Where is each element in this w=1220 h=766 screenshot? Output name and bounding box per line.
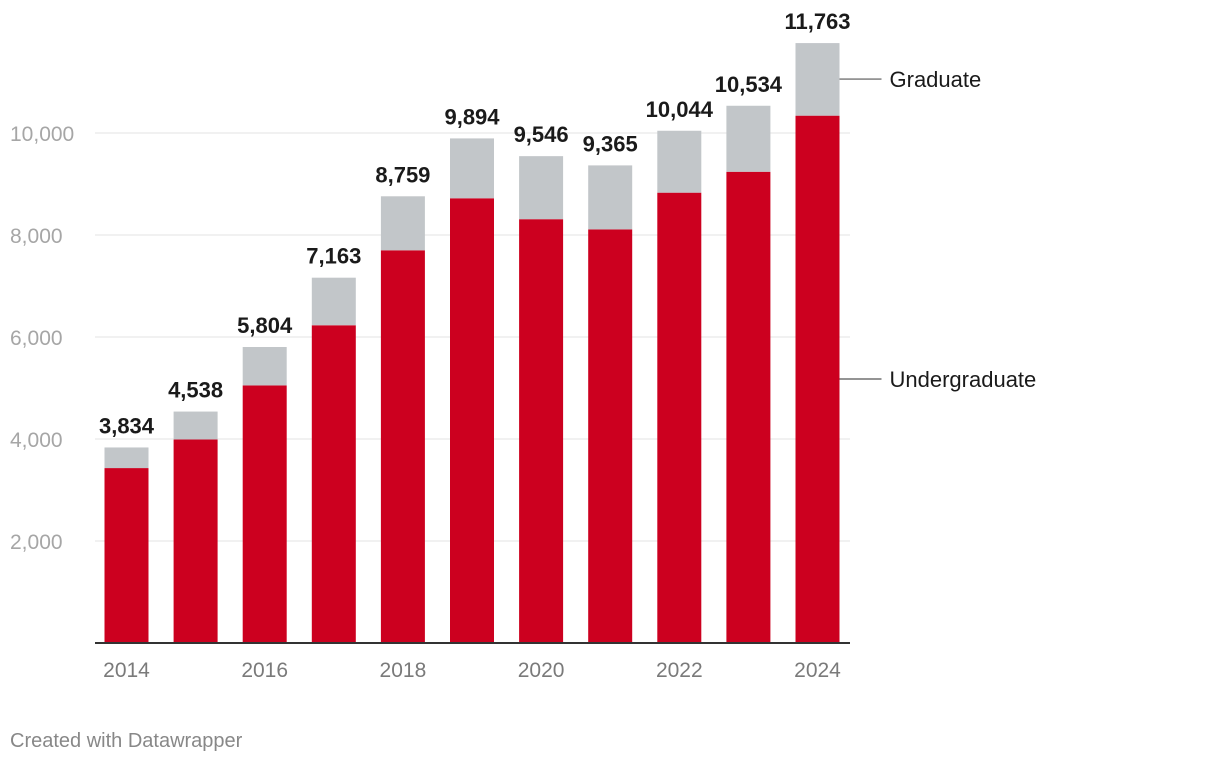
- bar-graduate: [242, 346, 287, 386]
- x-tick-label: 2024: [794, 659, 841, 682]
- total-label: 3,834: [99, 413, 155, 438]
- legend: Graduate Undergraduate: [839, 67, 1037, 392]
- total-label: 9,546: [514, 122, 569, 147]
- total-label: 11,763: [784, 9, 850, 34]
- total-label: 4,538: [168, 378, 223, 403]
- bar-graduate: [657, 130, 702, 193]
- x-tick-label: 2014: [103, 659, 150, 682]
- bar-undergraduate: [726, 171, 771, 643]
- bar-graduate: [380, 196, 425, 251]
- total-label: 10,044: [646, 97, 714, 122]
- bar-graduate: [795, 43, 840, 116]
- y-tick-label: 2,000: [10, 531, 63, 554]
- bar-undergraduate: [657, 192, 702, 644]
- bar-undergraduate: [450, 198, 494, 643]
- bar-graduate: [519, 156, 564, 220]
- y-tick-label: 4,000: [10, 429, 63, 452]
- bar-undergraduate: [104, 468, 149, 643]
- x-tick-label: 2018: [380, 659, 427, 682]
- axes: 2,000 4,000 6,000 8,000 10,000 2014 2016 2018 20…: [10, 123, 850, 682]
- bar-undergraduate: [173, 439, 218, 643]
- legend-label-graduate: Graduate: [890, 67, 982, 92]
- bar-undergraduate: [242, 385, 287, 643]
- bar-undergraduate: [588, 229, 633, 643]
- x-tick-label: 2016: [241, 659, 288, 682]
- bar-undergraduate: [519, 219, 564, 643]
- y-tick-label: 8,000: [10, 225, 63, 248]
- footer-credit: Created with Datawrapper: [10, 730, 243, 752]
- y-tick-label: 10,000: [10, 123, 74, 146]
- total-label: 10,534: [715, 72, 783, 97]
- bar-graduate: [588, 165, 633, 230]
- bar-undergraduate: [311, 325, 356, 643]
- bar-undergraduate: [380, 250, 425, 644]
- total-label: 9,365: [583, 131, 638, 156]
- total-label: 7,163: [306, 244, 361, 269]
- data-labels: 3,834 4,538 5,804 7,163 8,759 9,894 9,546 9,365…: [99, 9, 851, 438]
- total-label: 9,894: [444, 104, 500, 129]
- bar-graduate: [173, 411, 218, 440]
- total-label: 8,759: [375, 162, 430, 187]
- total-label: 5,804: [237, 313, 293, 338]
- y-tick-label: 6,000: [10, 327, 63, 350]
- bar-graduate: [104, 447, 149, 469]
- x-tick-label: 2020: [518, 659, 565, 682]
- bar-undergraduate: [795, 115, 840, 643]
- bar-graduate: [311, 277, 356, 326]
- bars: [104, 43, 840, 644]
- bar-graduate: [726, 105, 771, 172]
- legend-label-undergraduate: Undergraduate: [890, 367, 1037, 392]
- bar-graduate: [450, 138, 494, 199]
- x-tick-label: 2022: [656, 659, 703, 682]
